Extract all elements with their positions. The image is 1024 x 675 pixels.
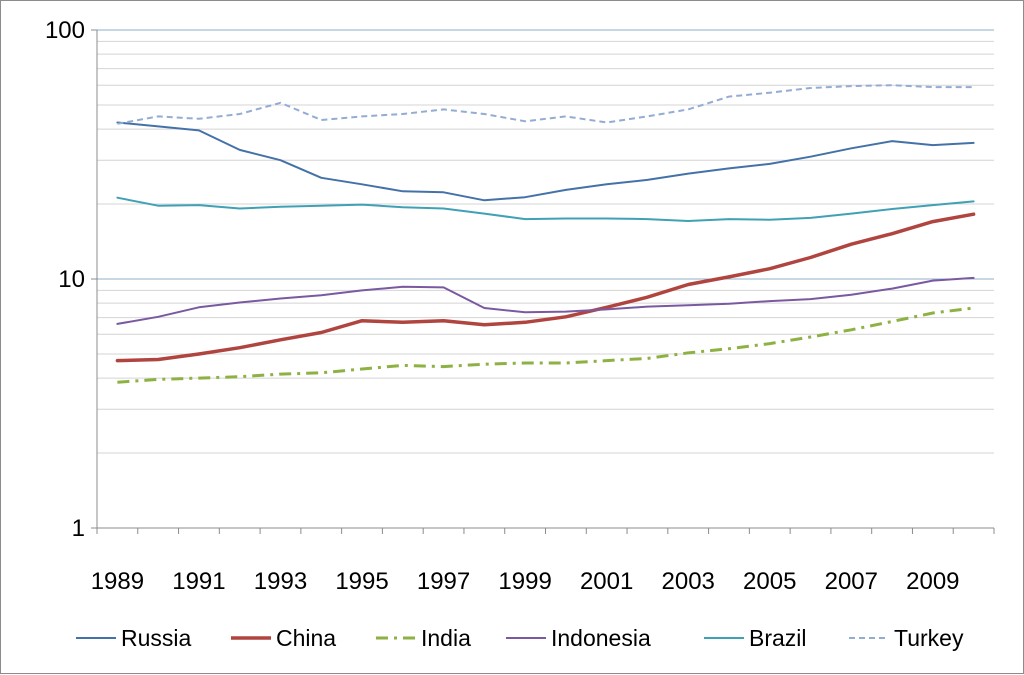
series-line-turkey [117, 84, 974, 125]
x-axis-ticks: 1989 1991 1993 1995 1997 1999 2001 2003 2005 2007… [91, 568, 960, 595]
y-tick-label: 1 [72, 515, 85, 542]
legend-label-turkey: Turkey [894, 625, 964, 651]
y-axis-ticks: 1 10 100 [45, 17, 85, 542]
series-line-indonesia [116, 276, 975, 325]
legend-label-indonesia: Indonesia [551, 625, 651, 651]
series-lines [115, 84, 976, 384]
legend-label-china: China [276, 625, 336, 651]
series-line-india [117, 306, 974, 384]
legend-label-india: India [421, 625, 471, 651]
x-tick-label: 1995 [335, 568, 388, 595]
legend-label-russia: Russia [121, 625, 192, 651]
x-tick-label: 2005 [743, 568, 796, 595]
legend-label-brazil: Brazil [749, 625, 807, 651]
x-tick-label: 1989 [91, 568, 144, 595]
series-line-china [115, 212, 976, 363]
x-tick-label: 1991 [172, 568, 225, 595]
x-tick-label: 2003 [662, 568, 715, 595]
gridlines [97, 29, 994, 529]
x-tick-label: 1999 [498, 568, 551, 595]
y-tick-label: 10 [58, 266, 85, 293]
axes [91, 29, 995, 534]
x-tick-label: 2001 [580, 568, 633, 595]
series-line-brazil [116, 196, 975, 222]
legend: Russia China India Indonesia Brazil Turkey [76, 625, 964, 651]
y-tick-label: 100 [45, 17, 85, 44]
x-tick-label: 1997 [417, 568, 470, 595]
x-tick-label: 2009 [906, 568, 959, 595]
x-tick-label: 2007 [825, 568, 878, 595]
series-line-russia [116, 121, 975, 202]
x-tick-label: 1993 [254, 568, 307, 595]
